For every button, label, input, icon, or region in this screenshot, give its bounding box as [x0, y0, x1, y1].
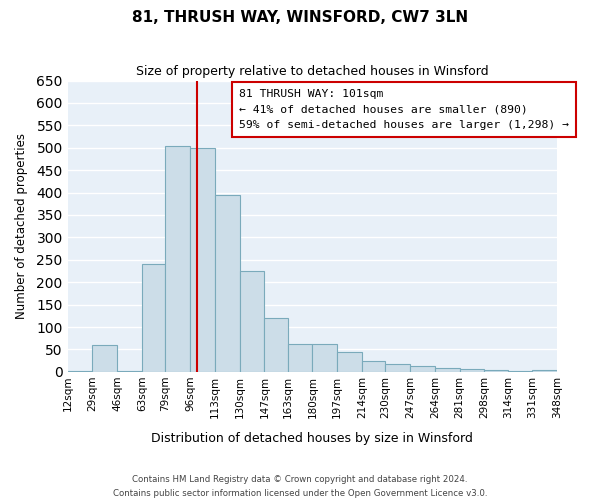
Bar — [92, 345, 117, 372]
Bar — [142, 264, 165, 372]
Bar — [165, 146, 190, 372]
Bar — [215, 195, 239, 372]
Bar — [68, 371, 92, 372]
Text: Contains HM Land Registry data © Crown copyright and database right 2024.
Contai: Contains HM Land Registry data © Crown c… — [113, 476, 487, 498]
Bar — [265, 318, 287, 372]
Bar — [239, 271, 265, 372]
Bar — [362, 360, 385, 372]
Bar — [385, 364, 410, 372]
Bar — [460, 369, 484, 372]
Bar — [508, 371, 532, 372]
Bar — [190, 148, 215, 372]
Bar — [313, 344, 337, 372]
Bar — [337, 352, 362, 372]
Bar — [484, 370, 508, 372]
Text: 81 THRUSH WAY: 101sqm
← 41% of detached houses are smaller (890)
59% of semi-det: 81 THRUSH WAY: 101sqm ← 41% of detached … — [239, 90, 569, 130]
Bar — [532, 370, 557, 372]
Text: 81, THRUSH WAY, WINSFORD, CW7 3LN: 81, THRUSH WAY, WINSFORD, CW7 3LN — [132, 10, 468, 25]
Bar — [287, 344, 313, 372]
Title: Size of property relative to detached houses in Winsford: Size of property relative to detached ho… — [136, 65, 489, 78]
Y-axis label: Number of detached properties: Number of detached properties — [15, 133, 28, 319]
X-axis label: Distribution of detached houses by size in Winsford: Distribution of detached houses by size … — [151, 432, 473, 445]
Bar — [117, 371, 142, 372]
Bar — [410, 366, 435, 372]
Bar — [435, 368, 460, 372]
